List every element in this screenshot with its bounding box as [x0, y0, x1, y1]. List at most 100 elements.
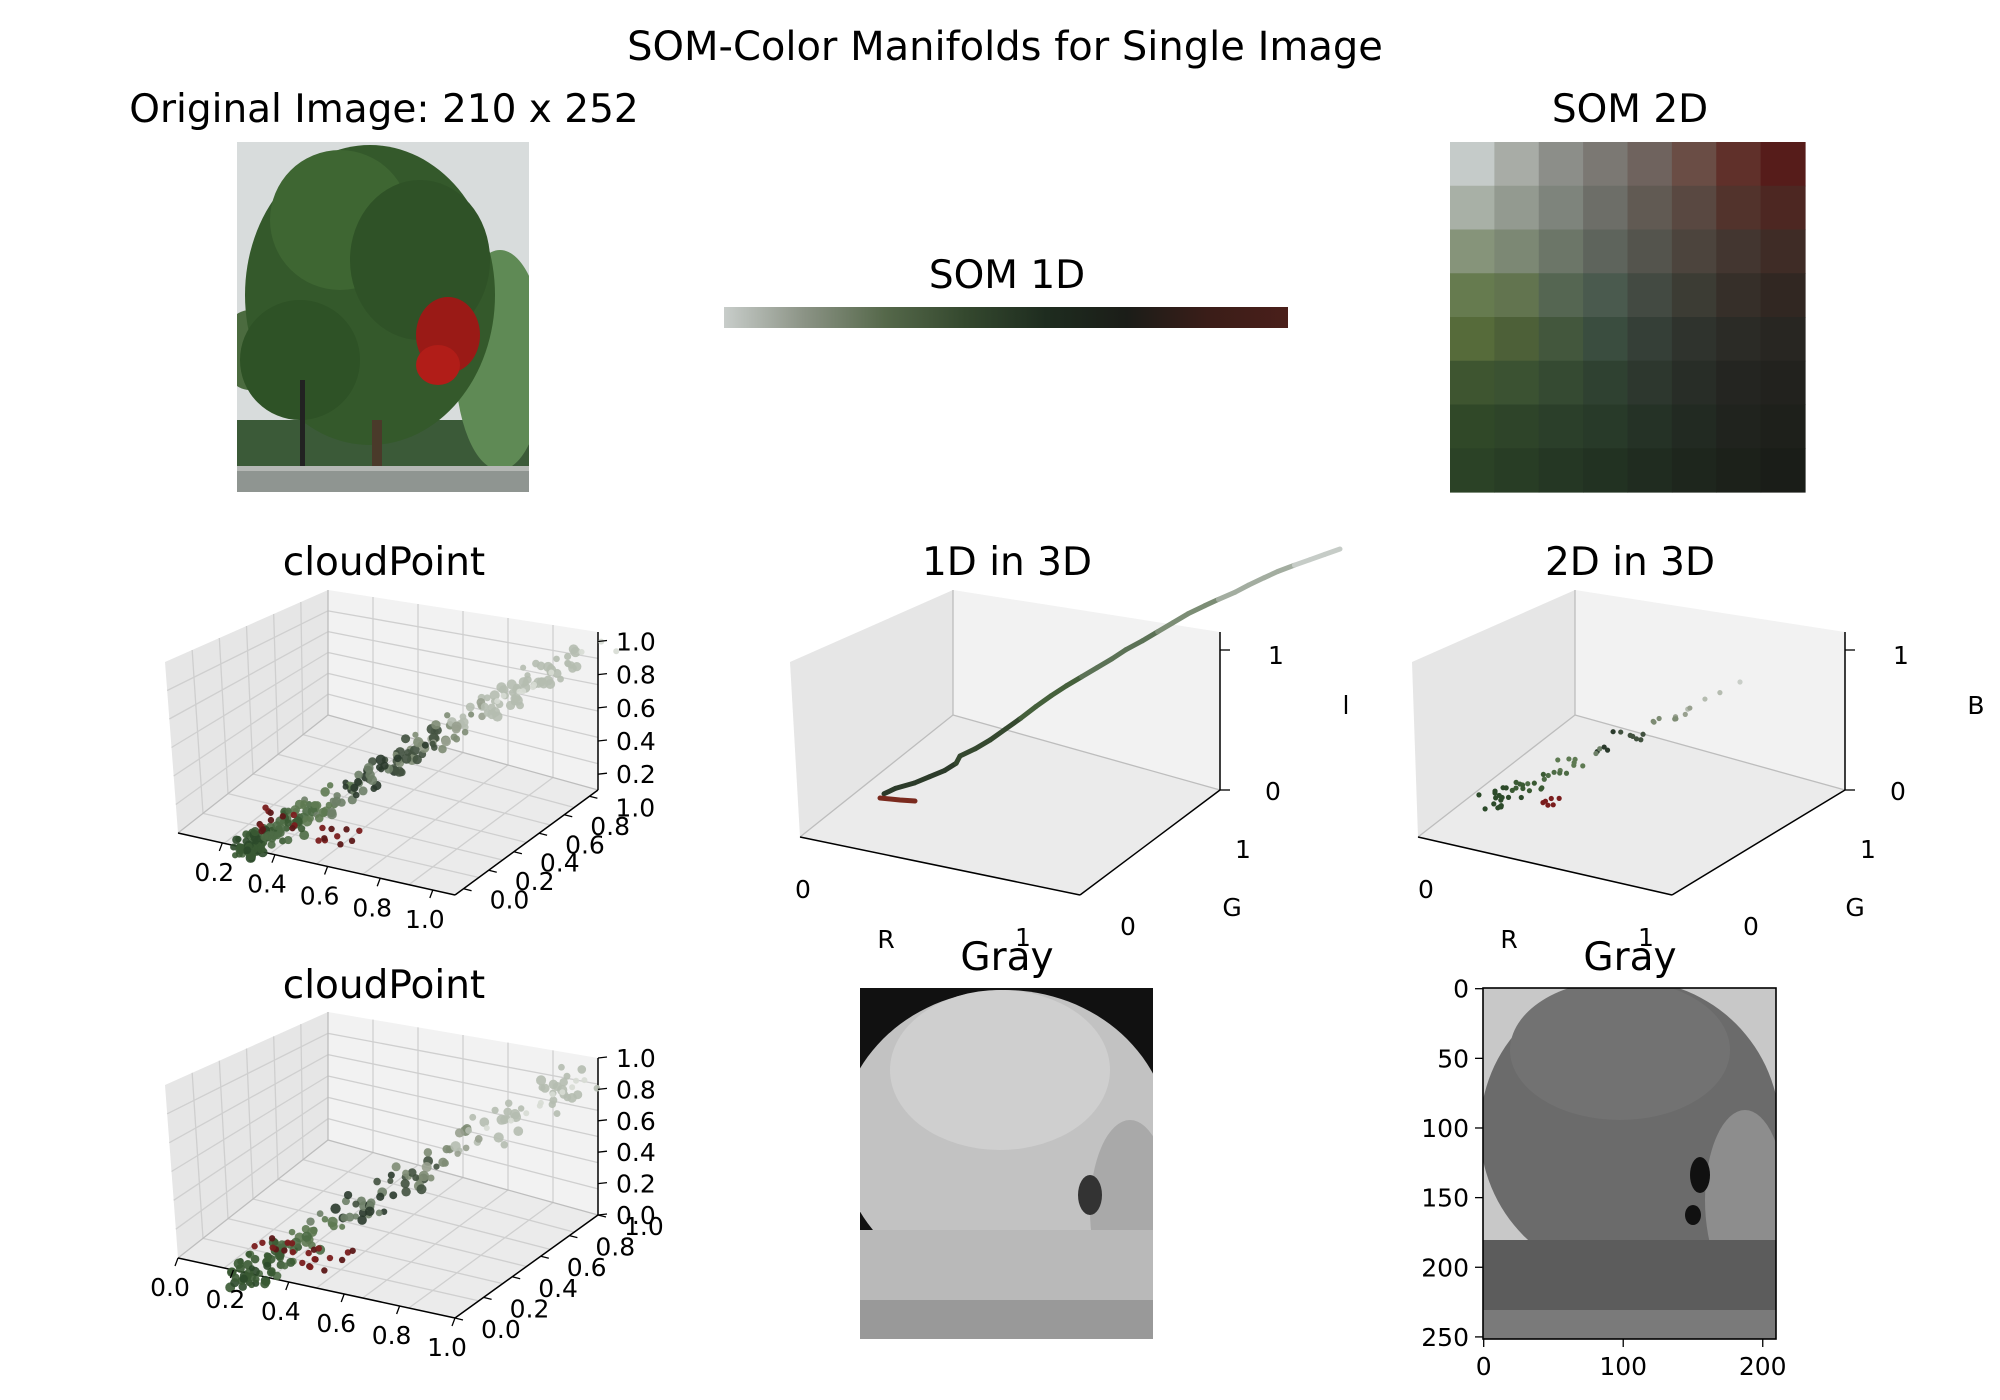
scatter-point	[230, 843, 238, 851]
z-tick-label: 0.2	[616, 1170, 656, 1199]
som-node	[1518, 794, 1524, 801]
scatter-point-red	[326, 1254, 334, 1262]
scatter-point	[468, 711, 475, 718]
scatter-point	[532, 659, 540, 668]
scatter-point-red	[307, 1263, 314, 1271]
som-node	[1531, 780, 1537, 786]
som-node-red	[1548, 795, 1554, 802]
som-node	[1656, 715, 1662, 722]
som-node	[1505, 794, 1512, 800]
scatter-point	[613, 648, 620, 655]
y-tick-label: 0.4	[540, 849, 580, 878]
som-node-red	[1545, 802, 1551, 808]
scatter-point	[242, 830, 250, 839]
scatter-point	[465, 1127, 472, 1134]
scatter-point	[352, 791, 360, 799]
x-tick	[429, 889, 434, 899]
som-node	[1610, 729, 1616, 735]
z-tick	[597, 706, 608, 709]
scatter-point	[563, 1072, 571, 1080]
som-2d-cell	[1760, 404, 1806, 449]
scatter-point-red	[267, 809, 274, 816]
scatter-point	[342, 783, 349, 790]
scatter-point	[354, 770, 363, 780]
som-node	[1538, 786, 1544, 792]
y-tick	[483, 1296, 492, 1301]
som-2d-cell	[1716, 360, 1762, 406]
z-tick-label: 0.4	[616, 727, 656, 756]
som-node	[1563, 770, 1570, 776]
scatter-point	[352, 1200, 360, 1208]
gray-1-title: Gray	[960, 935, 1053, 980]
som-2d-cell	[1450, 317, 1495, 362]
scatter-point-red	[315, 837, 322, 844]
som-node	[1526, 788, 1533, 794]
scatter-point	[373, 1177, 381, 1186]
som-node	[1601, 744, 1607, 750]
back-pane	[1575, 590, 1845, 790]
scatter-point	[412, 731, 419, 738]
cloudpoint-1-plot: 0.2 0.4 0.6 0.8 1.00.00.20.40.60.81.00.20.40…	[165, 590, 656, 934]
som-2d-cell	[1627, 273, 1673, 318]
line-3d-title: 1D in 3D	[922, 540, 1092, 585]
scatter-point	[549, 1096, 558, 1105]
scatter-point	[462, 723, 469, 731]
scatter-point	[325, 801, 333, 809]
scatter-point	[248, 1265, 255, 1272]
scatter-point	[593, 1084, 601, 1092]
som-node	[1682, 711, 1688, 717]
y-tick-label: 0.2	[515, 867, 555, 896]
z-tick	[597, 1119, 608, 1122]
scatter-point-red	[281, 1247, 288, 1254]
y-tick-label: 1.0	[624, 1212, 664, 1241]
som-2d-cell	[1538, 229, 1584, 274]
scatter-point	[256, 844, 266, 854]
som-2d-cell	[1760, 360, 1806, 406]
som-node-red	[1540, 800, 1546, 806]
som-2d-cell	[1538, 142, 1584, 187]
z-tick-label: 0.0	[616, 1201, 656, 1230]
som-2d-cell	[1583, 185, 1629, 231]
x-tick	[323, 866, 329, 875]
x-tick	[285, 1281, 290, 1291]
som-node	[1640, 731, 1646, 737]
som-node	[1593, 750, 1599, 757]
scatter-point	[413, 736, 424, 748]
y-tick-label: 1	[1860, 835, 1876, 864]
som-2d-cell	[1538, 360, 1584, 406]
som-2d-cell	[1583, 142, 1629, 187]
cloudpoint-1-title: cloudPoint	[283, 540, 485, 585]
scatter-point	[401, 1187, 411, 1197]
som-2d-cell	[1627, 142, 1673, 187]
scatter-point	[581, 1077, 588, 1084]
scatter-point-red	[259, 826, 267, 833]
scatter-point	[321, 1216, 329, 1223]
scatter-point	[487, 703, 496, 712]
som-line-segment	[1232, 582, 1252, 595]
gridline	[166, 1032, 329, 1115]
scatter-point	[354, 777, 363, 786]
x-axis-line	[177, 1257, 456, 1319]
z-tick-label: 0	[1265, 777, 1281, 806]
scatter-point	[339, 1223, 346, 1230]
som-2d-cell	[1627, 317, 1673, 362]
y-tick-label: 50	[1437, 1044, 1469, 1073]
scatter-point	[433, 1163, 440, 1170]
scatter-point	[529, 684, 536, 691]
scatter-point	[284, 819, 292, 827]
som-2d-cell	[1450, 273, 1495, 318]
som-2d-cell	[1450, 229, 1495, 274]
scatter-point	[376, 1192, 385, 1201]
x-tick-label: 0.4	[261, 1297, 301, 1326]
scatter-point	[441, 736, 451, 747]
scatter-point	[516, 688, 523, 695]
som-node	[1551, 769, 1557, 775]
scatter-point	[314, 813, 324, 823]
original-image-title: Original Image: 210 x 252	[129, 87, 638, 132]
som-node	[1597, 746, 1603, 752]
scatter-point-red	[343, 826, 350, 833]
x-tick-label: 0.2	[194, 858, 234, 887]
y-tick-label: 250	[1421, 1323, 1469, 1352]
x-tick-label: 0	[1418, 875, 1434, 904]
pane-edge	[177, 714, 329, 834]
